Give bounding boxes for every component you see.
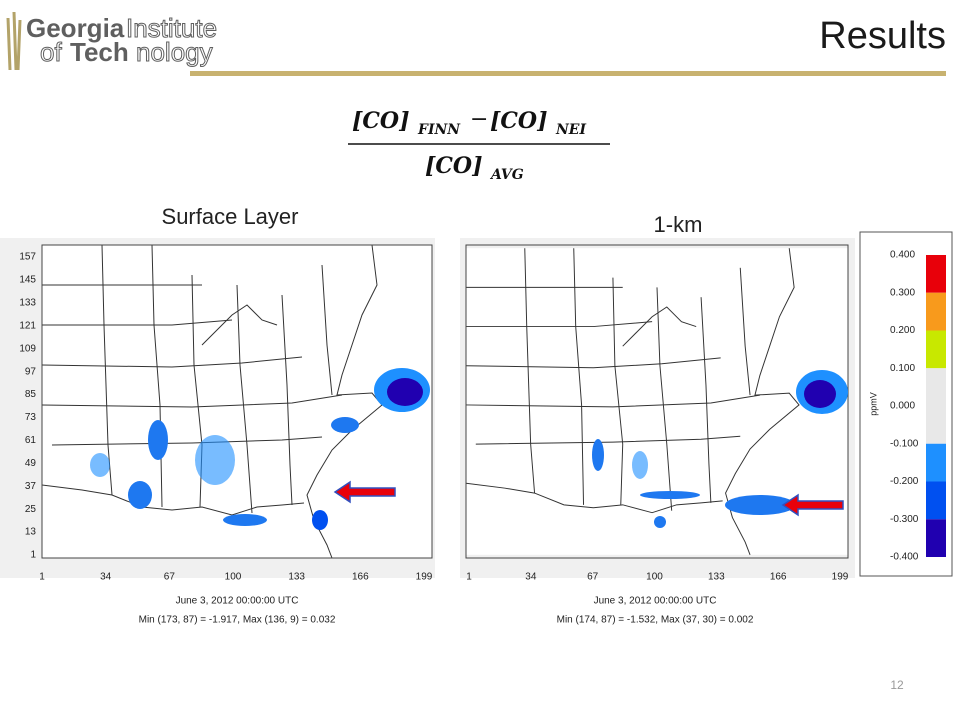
x-tick-label: 133	[288, 572, 305, 583]
y-tick-label: 157	[19, 252, 36, 263]
page-number: 12	[890, 678, 904, 692]
panel-label: Surface Layer	[162, 204, 299, 229]
logo-text: Georgia	[26, 13, 125, 43]
x-tick-label: 199	[832, 572, 849, 583]
plot-stats: Min (174, 87) = -1.532, Max (37, 30) = 0…	[557, 615, 754, 626]
arrow	[781, 493, 844, 517]
formula-sub: NEI	[555, 122, 586, 138]
x-tick-label: 100	[225, 572, 242, 583]
x-tick-label: 100	[646, 572, 663, 583]
colorbar-label: 0.000	[890, 401, 915, 412]
plot-stats: Min (173, 87) = -1.917, Max (136, 9) = 0…	[139, 615, 336, 626]
plot-date: June 3, 2012 00:00:00 UTC	[594, 596, 717, 607]
map-panel	[0, 238, 435, 578]
colorbar-swatch	[926, 292, 946, 331]
colorbar-label: -0.100	[890, 438, 919, 449]
colorbar-label: -0.300	[890, 514, 919, 525]
formula-term: [CO]	[490, 108, 548, 134]
x-tick-label: 67	[587, 572, 599, 583]
colorbar-label: 0.400	[890, 250, 915, 261]
colorbar-swatch	[926, 519, 946, 557]
plot-date: June 3, 2012 00:00:00 UTC	[176, 596, 299, 607]
logo-text: nology	[136, 37, 213, 67]
slide-title: Results	[819, 15, 946, 57]
y-tick-label: 133	[19, 297, 36, 308]
y-tick-label: 61	[25, 435, 37, 446]
formula: [CO] FINN − [CO] NEI [CO] AVG	[348, 107, 610, 183]
colorbar-label: -0.400	[890, 552, 919, 563]
colorbar-swatch	[926, 443, 946, 482]
x-tick-label: 67	[164, 572, 176, 583]
colorbar-swatch	[926, 481, 946, 520]
formula-term: [CO]	[352, 108, 410, 134]
y-tick-label: 109	[19, 343, 36, 354]
difference-area	[90, 368, 430, 530]
colorbar-swatch	[926, 368, 946, 406]
difference-area	[592, 370, 848, 528]
panel-label: 1-km	[654, 212, 703, 237]
logo: Georgia Institute of Tech nology	[6, 11, 218, 71]
y-tick-label: 73	[25, 412, 37, 423]
y-tick-label: 13	[25, 527, 37, 538]
y-tick-label: 97	[25, 366, 37, 377]
y-tick-label: 85	[25, 389, 37, 400]
formula-term: [CO]	[425, 153, 483, 179]
y-tick-label: 25	[25, 504, 37, 515]
colorbar-label: 0.200	[890, 325, 915, 336]
y-tick-label: 1	[30, 550, 36, 561]
x-tick-label: 1	[39, 572, 45, 583]
logo-text: Institute	[126, 13, 217, 43]
arrow	[333, 480, 396, 504]
x-tick-label: 166	[770, 572, 787, 583]
formula-op: −	[470, 107, 488, 132]
y-tick-label: 49	[25, 458, 37, 469]
colorbar-swatch	[926, 255, 946, 293]
logo-text: Tech	[70, 37, 129, 67]
y-tick-label: 121	[19, 320, 36, 331]
map-panel	[460, 238, 855, 578]
header-rule	[190, 71, 946, 76]
colorbar-label: -0.200	[890, 476, 919, 487]
x-tick-label: 34	[100, 572, 112, 583]
formula-sub: AVG	[489, 167, 524, 183]
x-tick-label: 1	[466, 572, 472, 583]
colorbar-label: 0.300	[890, 287, 915, 298]
x-tick-label: 133	[708, 572, 725, 583]
colorbar-swatch	[926, 330, 946, 369]
x-tick-label: 166	[352, 572, 369, 583]
y-tick-label: 145	[19, 275, 36, 286]
logo-text: of	[40, 37, 62, 67]
colorbar-unit: ppmV	[868, 392, 878, 416]
y-tick-label: 37	[25, 481, 37, 492]
x-tick-label: 34	[525, 572, 537, 583]
colorbar-label: 0.100	[890, 363, 915, 374]
x-tick-label: 199	[416, 572, 433, 583]
formula-sub: FINN	[417, 122, 461, 138]
colorbar-swatch	[926, 406, 946, 444]
